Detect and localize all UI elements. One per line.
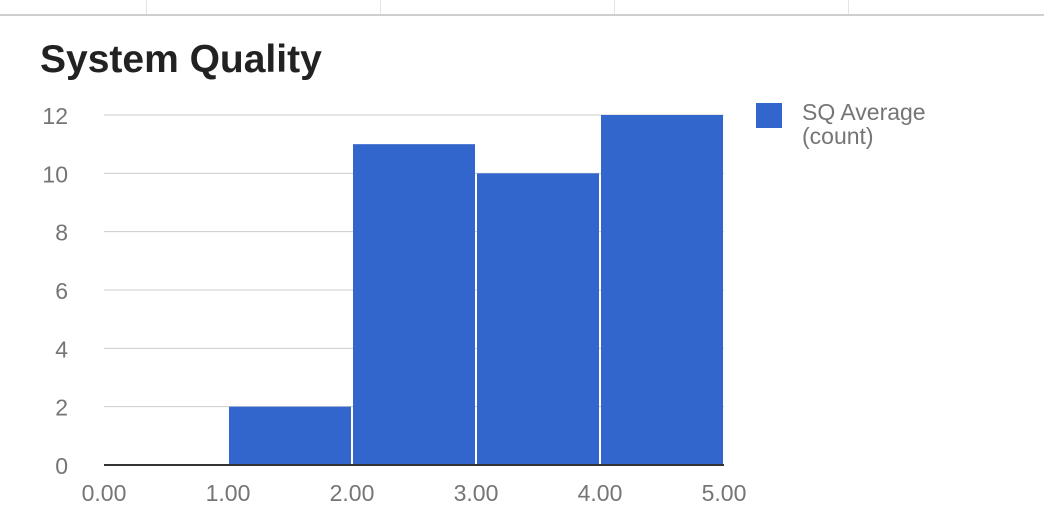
top-strip bbox=[0, 0, 1044, 16]
strip-divider bbox=[614, 0, 615, 14]
histogram-bar bbox=[477, 173, 599, 466]
x-tick-label: 1.00 bbox=[206, 480, 251, 506]
strip-divider bbox=[848, 0, 849, 14]
x-tick-label: 5.00 bbox=[702, 480, 747, 506]
histogram-bar bbox=[353, 144, 475, 465]
legend-swatch bbox=[756, 103, 782, 128]
x-tick-label: 2.00 bbox=[330, 480, 375, 506]
x-tick-label: 3.00 bbox=[454, 480, 499, 506]
y-tick-label: 4 bbox=[55, 336, 68, 362]
histogram-bar bbox=[229, 406, 351, 465]
y-tick-label: 8 bbox=[55, 220, 68, 246]
histogram-bar bbox=[601, 115, 723, 465]
y-tick-label: 6 bbox=[55, 278, 68, 304]
x-tick-label: 4.00 bbox=[578, 480, 623, 506]
y-tick-label: 0 bbox=[55, 453, 68, 479]
y-tick-label: 2 bbox=[55, 395, 68, 421]
strip-divider bbox=[380, 0, 381, 14]
legend-label: SQ Average (count) bbox=[802, 99, 926, 149]
strip-divider bbox=[146, 0, 147, 14]
y-tick-label: 10 bbox=[42, 161, 68, 187]
x-tick-label: 0.00 bbox=[82, 480, 127, 506]
y-tick-label: 12 bbox=[42, 103, 68, 129]
chart-title: System Quality bbox=[40, 38, 322, 81]
